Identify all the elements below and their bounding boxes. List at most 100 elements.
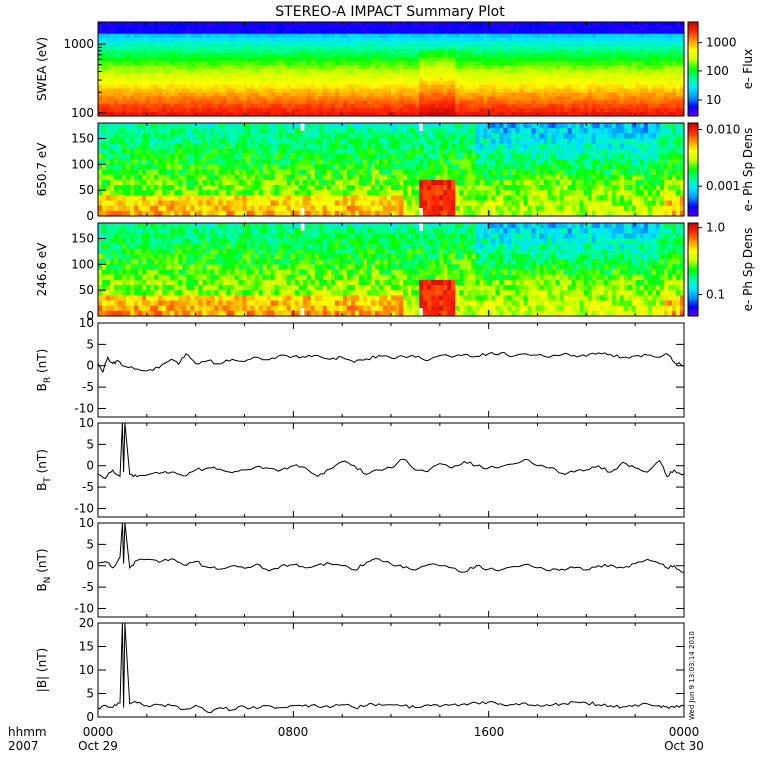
pad_650-cell: [110, 179, 115, 186]
swea-cell: [102, 100, 107, 105]
swea-cell: [254, 25, 260, 31]
pad_650-cell: [354, 179, 360, 186]
swea-cell: [679, 49, 685, 54]
swea-cell: [603, 100, 609, 105]
swea-cell: [663, 49, 669, 54]
swea-cell: [487, 25, 492, 31]
swea-cell: [403, 53, 408, 58]
pad_650-cell: [234, 123, 239, 129]
swea-cell: [523, 100, 528, 105]
swea-cell: [559, 80, 565, 86]
pad_650-cell: [386, 190, 392, 196]
pad_650-cell: [334, 200, 340, 207]
swea-cell: [443, 96, 448, 101]
swea-cell: [290, 41, 296, 46]
swea-cell: [503, 57, 508, 62]
swea-cell: [362, 69, 368, 74]
swea-cell: [202, 100, 207, 105]
pad_650-cell: [230, 164, 235, 170]
swea-cell: [447, 41, 452, 46]
pad_650-cell: [246, 123, 252, 129]
swea-cell: [531, 100, 536, 105]
swea-cell: [471, 104, 476, 109]
swea-cell: [459, 112, 464, 117]
swea-cell: [238, 112, 243, 117]
swea-cell: [346, 33, 352, 39]
swea-cell: [463, 112, 468, 117]
swea-cell: [467, 96, 472, 101]
pad_650-cell: [358, 123, 364, 129]
pad_650-cell: [206, 185, 211, 191]
swea-cell: [619, 108, 625, 113]
pad_650-cell: [306, 143, 312, 150]
pad_650-cell: [246, 159, 252, 165]
pad_650-cell: [294, 179, 300, 186]
pad_650-cell: [282, 195, 288, 201]
swea-cell: [627, 96, 633, 101]
pad_650-cell: [338, 195, 344, 201]
swea-cell: [110, 80, 115, 86]
swea-cell: [162, 96, 167, 101]
pad_650-cell: [306, 164, 312, 170]
swea-cell: [386, 45, 392, 50]
swea-cell: [511, 69, 516, 74]
pad_650-cell: [210, 210, 215, 217]
swea-cell: [451, 100, 456, 105]
swea-cell: [547, 88, 553, 93]
swea-cell: [639, 37, 645, 43]
pad_650-cell: [346, 200, 352, 207]
swea-cell: [270, 49, 276, 54]
pad_650-cell: [382, 164, 388, 170]
swea-cell: [174, 80, 179, 86]
pad_650-cell: [306, 200, 312, 207]
swea-cell: [547, 72, 553, 78]
pad_650-cell: [318, 159, 324, 165]
pad_650-cell: [242, 179, 248, 186]
pad_650-cell: [194, 195, 199, 201]
swea-cell: [126, 80, 131, 86]
swea-cell: [98, 29, 103, 35]
swea-cell: [250, 61, 256, 66]
swea-cell: [382, 80, 388, 86]
swea-cell: [134, 104, 139, 109]
pad_650-cell: [282, 200, 288, 207]
swea-cell: [198, 45, 203, 50]
swea-cell: [298, 76, 304, 82]
pad_650-cell: [190, 154, 195, 160]
pad_650-cell: [230, 128, 235, 134]
swea-cell: [230, 92, 235, 97]
swea-cell: [607, 69, 613, 74]
swea-cell: [663, 104, 669, 109]
pad_650-cell: [230, 200, 235, 207]
swea-cell: [659, 92, 665, 97]
pad_650-cell: [102, 138, 107, 145]
swea-cell: [198, 108, 203, 113]
pad_650-cell: [386, 185, 392, 191]
swea-cell: [178, 112, 183, 117]
swea-cell: [659, 80, 665, 86]
swea-cell: [142, 88, 147, 93]
swea-cell: [158, 108, 163, 113]
pad_650-cell: [118, 154, 123, 160]
swea-cell: [551, 33, 557, 39]
swea-cell: [258, 72, 264, 78]
pad_650-cell: [407, 128, 412, 134]
swea-cell: [679, 108, 685, 113]
swea-cell: [274, 41, 280, 46]
pad_650-cell: [306, 179, 312, 186]
pad_650-cell: [350, 128, 356, 134]
swea-cell: [655, 25, 661, 31]
pad_650-cell: [214, 179, 219, 186]
swea-cell: [270, 100, 276, 105]
swea-cell: [126, 84, 131, 90]
swea-cell: [122, 49, 127, 54]
swea-cell: [615, 69, 621, 74]
swea-cell: [250, 37, 256, 43]
pad_650-cell: [378, 205, 384, 212]
swea-cell: [270, 92, 276, 97]
swea-cell: [214, 96, 219, 101]
swea-cell: [571, 96, 577, 101]
swea-cell: [118, 33, 123, 39]
swea-cell: [547, 104, 553, 109]
swea-cell: [559, 112, 565, 117]
